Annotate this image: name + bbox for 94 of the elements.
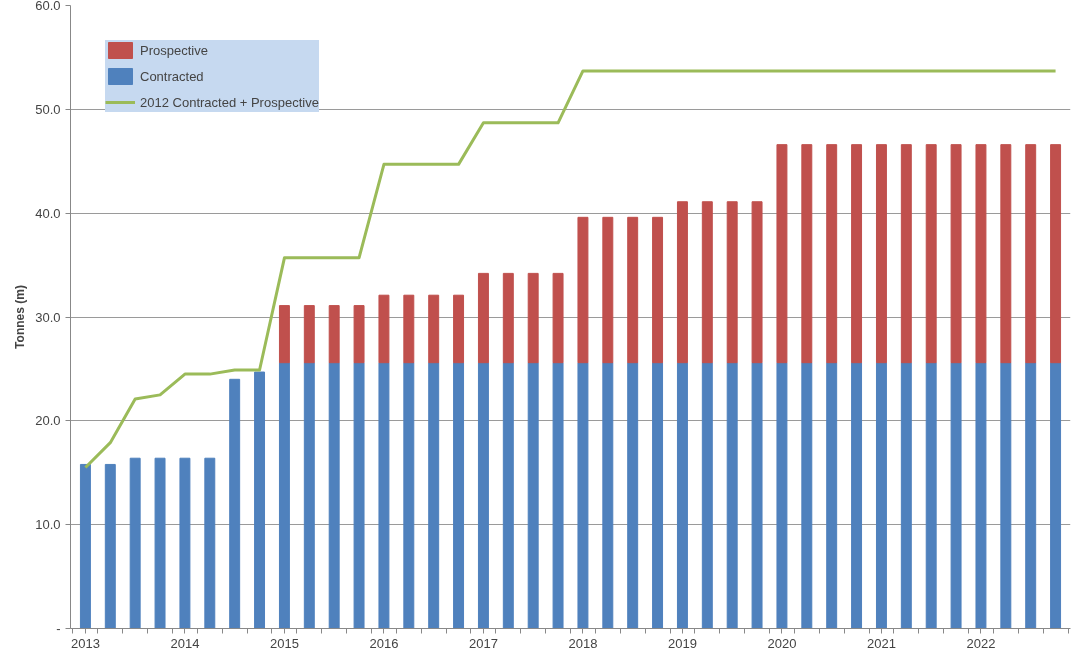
y-tick-label: 50.0 <box>35 101 61 117</box>
bar <box>900 362 912 629</box>
bar <box>502 362 514 629</box>
x-tick-label: 2014 <box>170 635 200 651</box>
bar <box>129 457 141 629</box>
bar <box>353 362 365 629</box>
bar <box>104 463 116 629</box>
bar <box>851 362 863 629</box>
bar <box>577 362 589 629</box>
bar <box>726 362 738 629</box>
legend-label: Prospective <box>140 42 208 58</box>
bar <box>1000 362 1012 629</box>
bar <box>552 272 564 364</box>
bar <box>875 362 887 629</box>
x-tick-label: 2019 <box>667 635 697 651</box>
bar <box>79 463 91 629</box>
bar <box>1025 144 1037 364</box>
bar <box>676 362 688 629</box>
bar <box>801 144 813 364</box>
bar <box>751 362 763 629</box>
bar <box>154 457 166 629</box>
bar <box>602 216 614 364</box>
bar <box>453 362 465 629</box>
bar <box>403 362 415 629</box>
x-tick-label: 2021 <box>866 635 896 651</box>
bar <box>229 378 241 629</box>
bar <box>552 362 564 629</box>
bar <box>975 362 987 629</box>
bar <box>826 144 838 364</box>
bar <box>875 144 887 364</box>
bar <box>1050 144 1062 364</box>
bar <box>701 201 713 364</box>
y-tick-label: 60.0 <box>35 0 61 13</box>
bar <box>975 144 987 364</box>
y-axis-title: Tonnes (m) <box>13 285 28 349</box>
bar <box>1000 144 1012 364</box>
y-tick-label: - <box>56 621 61 636</box>
x-tick-label: 2022 <box>966 635 996 651</box>
bar <box>652 216 664 364</box>
bar <box>328 362 340 629</box>
bar <box>303 362 315 629</box>
bar <box>801 362 813 629</box>
bar <box>378 362 390 629</box>
bar <box>278 362 290 629</box>
bar <box>701 362 713 629</box>
x-tick-label: 2013 <box>70 635 100 651</box>
bar <box>403 294 415 364</box>
bar <box>776 362 788 629</box>
legend-label: Contracted <box>140 68 204 84</box>
bar <box>1025 362 1037 629</box>
line-series <box>83 69 1058 470</box>
legend-label: 2012 Contracted + Prospective <box>140 94 319 110</box>
bar <box>502 272 514 364</box>
x-tick-label: 2015 <box>269 635 299 651</box>
bar <box>328 305 340 364</box>
bar <box>627 216 639 364</box>
bar <box>527 272 539 364</box>
bar <box>577 216 589 364</box>
bar <box>477 362 489 629</box>
x-tick-label: 2020 <box>767 635 797 651</box>
bar <box>453 294 465 364</box>
x-tick-label: 2017 <box>468 635 498 651</box>
bar <box>776 144 788 364</box>
bar <box>353 305 365 364</box>
bar <box>1050 362 1062 629</box>
bar <box>751 201 763 364</box>
bar <box>428 294 440 364</box>
bar <box>726 201 738 364</box>
bar <box>900 144 912 364</box>
bar <box>303 305 315 364</box>
bar <box>602 362 614 629</box>
y-tick-label: 10.0 <box>35 517 61 533</box>
bar <box>254 371 266 629</box>
bar <box>428 362 440 629</box>
y-tick-label: 40.0 <box>35 205 61 221</box>
bar <box>950 144 962 364</box>
y-tick-label: 30.0 <box>35 309 61 325</box>
y-tick-label: 20.0 <box>35 413 61 429</box>
bar <box>204 457 216 629</box>
bar <box>378 294 390 364</box>
bar <box>278 305 290 364</box>
bar <box>627 362 639 629</box>
bar <box>477 272 489 364</box>
bar <box>179 457 191 629</box>
bar <box>652 362 664 629</box>
bar <box>925 144 937 364</box>
bar <box>950 362 962 629</box>
bar <box>676 201 688 364</box>
x-tick-label: 2018 <box>568 635 598 651</box>
x-tick-label: 2016 <box>369 635 399 651</box>
bar <box>527 362 539 629</box>
bar <box>851 144 863 364</box>
bar <box>925 362 937 629</box>
bar <box>826 362 838 629</box>
